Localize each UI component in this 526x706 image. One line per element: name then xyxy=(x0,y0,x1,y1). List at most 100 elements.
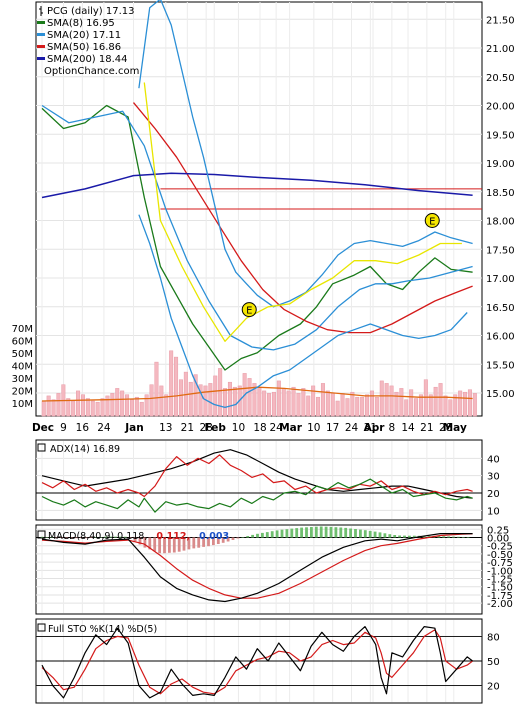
macd-histogram-bar xyxy=(153,537,157,552)
volume-bar xyxy=(463,391,468,417)
earnings-marker-circle xyxy=(241,302,257,318)
price-tick-label: 21.50 xyxy=(486,15,515,26)
price-tick-label: 18.00 xyxy=(486,217,515,228)
volume-bar xyxy=(325,390,330,417)
legend-row-sma8: SMA(8) 16.95 xyxy=(37,18,115,29)
macd-histogram-bar xyxy=(359,529,362,538)
volume-bar xyxy=(115,388,120,417)
volume-bar xyxy=(164,394,169,417)
volume-tick-label: 70M xyxy=(12,324,33,335)
macd-collapse-box xyxy=(37,530,46,539)
volume-tick-label: 30M xyxy=(12,374,33,385)
volume-bar xyxy=(51,399,56,417)
earnings-markers: EE xyxy=(241,213,440,318)
macd-histogram-bar xyxy=(143,537,147,548)
macd-histogram-bar xyxy=(114,536,117,538)
legend-label-sma200: SMA(200) 18.44 xyxy=(47,54,128,65)
macd-histogram-bar xyxy=(329,526,333,538)
macd-histogram-bar xyxy=(398,535,401,538)
macd-title-main: MACD(8,40,9) 0.118, xyxy=(48,531,147,542)
month-label: Dec xyxy=(32,422,54,434)
macd-histogram-bar xyxy=(295,528,299,538)
volume-bar xyxy=(71,400,76,417)
volume-bar xyxy=(193,374,198,417)
macd-histogram-bar xyxy=(334,527,338,538)
macd-histogram-bar xyxy=(109,536,112,538)
macd-histogram-bar xyxy=(256,533,259,538)
minus-di-line xyxy=(41,478,473,513)
macd-histogram-bar xyxy=(45,537,49,538)
volume-bar xyxy=(394,391,399,417)
volume-bar xyxy=(433,386,438,417)
price-tick-label: 18.50 xyxy=(486,188,515,199)
sto-title: Full STO %K(14) %D(5) xyxy=(48,624,157,635)
volume-bar xyxy=(340,393,345,417)
volume-bar xyxy=(252,383,257,417)
legend-swatch-sma50 xyxy=(37,45,45,48)
macd-histogram-bar xyxy=(55,537,59,538)
macd-histogram-bar xyxy=(452,536,455,538)
volume-bar xyxy=(198,384,203,417)
macd-histogram-bar xyxy=(192,537,196,549)
macd-histogram-bar xyxy=(461,537,465,538)
volume-bar xyxy=(448,399,453,417)
sma-50-16-86-line xyxy=(132,102,473,334)
macd-histogram-bar xyxy=(363,530,367,538)
legend-label-sma50: SMA(50) 16.86 xyxy=(47,42,121,53)
adx-line xyxy=(41,449,473,499)
volume-bar xyxy=(46,395,51,417)
volume-bar xyxy=(409,389,414,417)
macd-histogram-bar xyxy=(212,537,215,546)
volume-bar xyxy=(458,390,463,417)
volume-tick-label: 40M xyxy=(12,361,33,372)
macd-histogram-bar xyxy=(270,531,274,538)
day-label: 21 xyxy=(420,422,433,434)
volume-bar xyxy=(95,401,100,417)
volume-bar xyxy=(311,385,316,417)
volume-bar xyxy=(291,386,296,417)
macd-tick-label: -1.00 xyxy=(487,566,513,577)
macd-histogram-bar xyxy=(177,537,181,552)
macd-signal-line xyxy=(41,533,473,599)
macd-histogram-bar xyxy=(119,536,122,538)
price-tick-label: 21.00 xyxy=(486,44,515,55)
volume-bar xyxy=(350,391,355,417)
ohlc-icon xyxy=(39,6,43,16)
macd-histogram-bar xyxy=(65,537,68,539)
macd-histogram-bar xyxy=(236,537,240,539)
price-tick-label: 20.50 xyxy=(486,73,515,84)
macd-histogram-bar xyxy=(412,535,416,538)
legend: PCG (daily) 17.13 SMA(8) 16.95 SMA(20) 1… xyxy=(37,6,139,77)
volume-bar xyxy=(281,388,286,417)
day-label: 8 xyxy=(389,422,396,434)
adx-tick-label: 30 xyxy=(487,472,500,483)
legend-swatch-sma200 xyxy=(37,57,45,60)
adx-tick-label: 20 xyxy=(487,489,500,500)
macd-histogram-bar xyxy=(251,534,254,538)
macd-histogram-bar xyxy=(324,526,328,538)
volume-bar xyxy=(105,395,110,417)
macd-histogram-bar xyxy=(94,537,98,538)
macd-histogram-bar xyxy=(457,536,460,538)
macd-histogram-bar xyxy=(427,535,431,538)
volume-tick-label: 50M xyxy=(12,349,33,360)
macd-histogram-bar xyxy=(182,537,186,551)
price-tick-label: 15.00 xyxy=(486,389,515,400)
day-label: 14 xyxy=(401,422,415,434)
macd-tick-label: 0.25 xyxy=(487,525,509,536)
volume-bar xyxy=(56,393,61,417)
macd-panel: 0.250.00-0.25-0.50-0.75-1.00-1.25-1.50-1… xyxy=(35,524,513,615)
macd-histogram-bar xyxy=(466,537,470,538)
macd-tick-label: -1.75 xyxy=(487,591,513,602)
macd-histogram-bar xyxy=(128,537,132,539)
macd-histogram-bar xyxy=(216,537,220,544)
day-label: 10 xyxy=(232,422,245,434)
volume-bar xyxy=(144,394,149,417)
legend-label-sma8: SMA(8) 16.95 xyxy=(47,18,115,29)
price-tick-label: 17.00 xyxy=(486,274,515,285)
volume-bar xyxy=(467,389,472,417)
volume-bar xyxy=(159,385,164,417)
volume-bar xyxy=(365,394,370,417)
macd-histogram-bar xyxy=(226,537,230,542)
macd-histogram-bar xyxy=(187,537,191,550)
